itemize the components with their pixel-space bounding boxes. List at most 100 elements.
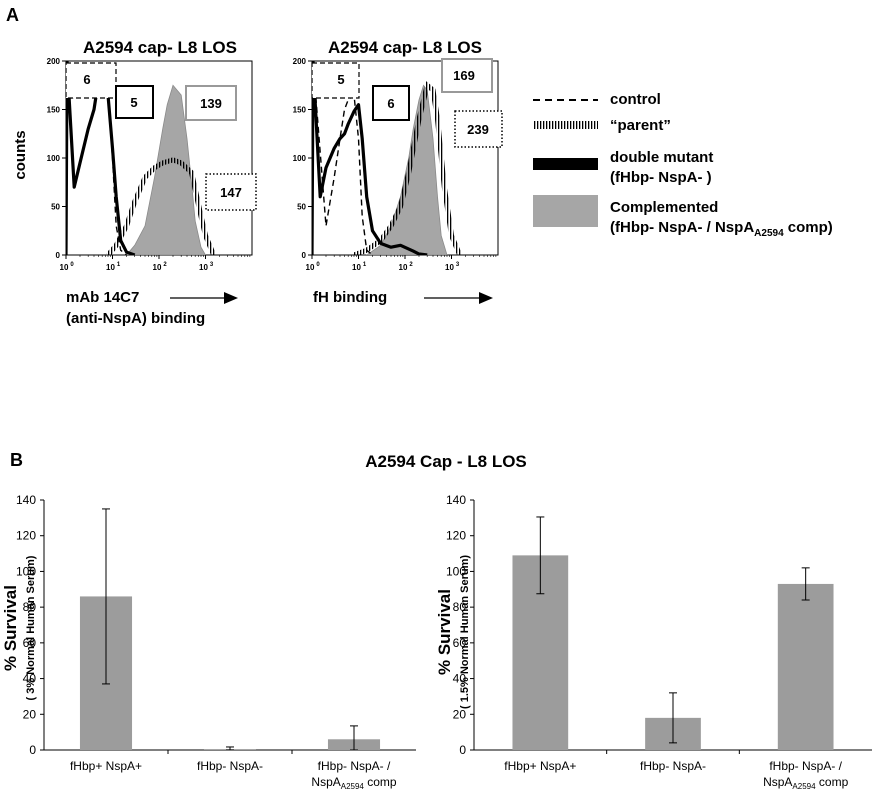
x-axis-label-line2: (anti-NspA) binding [66, 310, 205, 327]
series-gray-fill [125, 84, 206, 255]
series-hatched [353, 80, 463, 255]
bar-left-y-label: % Survival ( 3% Normal Human Serum) [1, 555, 37, 700]
legend-label-complemented-line2: (fHbp- NspA- / NspAA2594 comp) [610, 219, 833, 239]
y-tick-label: 60 [453, 636, 467, 650]
x-tick-label: 10 [399, 263, 408, 272]
histogram-title: A2594 cap- L8 LOS [83, 38, 237, 57]
y-tick-label: 150 [47, 106, 61, 115]
series-hatched [106, 157, 217, 255]
category-label: fHbp+ NspA+ [504, 759, 576, 773]
legend-label-parent: “parent” [610, 117, 671, 134]
mfi-box-mutant [372, 85, 410, 121]
x-axis-label: fH binding [313, 289, 387, 306]
x-tick-exponent: 3 [456, 262, 460, 268]
y-tick-label: 200 [293, 57, 307, 66]
legend-label-mutant-line2: (fHbp- NspA- ) [610, 169, 712, 186]
category-label: NspAA2594 comp [311, 775, 396, 791]
y-tick-label: 60 [23, 636, 37, 650]
y-tick-label: 50 [51, 203, 60, 212]
x-tick-exponent: 1 [363, 262, 367, 268]
mfi-box-parent [205, 173, 257, 211]
x-tick-label: 10 [306, 263, 315, 272]
y-tick-label: 0 [56, 251, 61, 260]
mfi-value-control: 6 [83, 72, 90, 87]
y-tick-label: 20 [23, 707, 37, 721]
mfi-value-parent: 147 [220, 185, 242, 200]
series-dashed [66, 69, 127, 255]
mfi-value-mutant: 6 [387, 96, 394, 111]
y-tick-label: 80 [23, 600, 37, 614]
x-tick-label: 10 [199, 263, 208, 272]
y-tick-label: 20 [453, 707, 467, 721]
bar-panel-title: A2594 Cap - L8 LOS [365, 452, 527, 471]
mfi-value-control: 5 [337, 72, 344, 87]
bar [777, 583, 834, 750]
x-tick-exponent: 2 [163, 262, 167, 268]
x-tick-label: 10 [352, 263, 361, 272]
y-tick-label: 40 [23, 672, 37, 686]
y-tick-label: 0 [29, 743, 36, 757]
y-tick-label: 140 [446, 493, 466, 507]
y-tick-label: 0 [459, 743, 466, 757]
category-label: fHbp- NspA- [197, 759, 263, 773]
histogram-title: A2594 cap- L8 LOS [328, 38, 482, 57]
y-tick-label: 0 [302, 251, 307, 260]
x-tick-exponent: 0 [70, 262, 74, 268]
y-tick-label: 120 [446, 529, 466, 543]
category-label: fHbp- NspA- [640, 759, 706, 773]
legend-label-complemented-line1: Complemented [610, 199, 718, 216]
mfi-box-control [311, 62, 360, 99]
y-axis-label: counts [12, 130, 29, 179]
series-dashed [312, 61, 373, 255]
y-tick-label: 120 [16, 529, 36, 543]
legend: control “parent” double mutant (fHbp- Ns… [533, 91, 833, 239]
y-tick-label: 150 [293, 106, 307, 115]
x-tick-exponent: 2 [409, 262, 413, 268]
mfi-value-mutant: 5 [130, 95, 137, 110]
svg-text:% Survival: % Survival [1, 585, 20, 671]
y-tick-label: 100 [47, 154, 61, 163]
x-tick-exponent: 1 [117, 262, 121, 268]
y-tick-label: 100 [446, 564, 466, 578]
x-tick-label: 10 [60, 263, 69, 272]
x-tick-label: 10 [106, 263, 115, 272]
x-axis-label-line1: mAb 14C7 [66, 289, 139, 306]
x-tick-exponent: 0 [316, 262, 320, 268]
legend-swatch-complemented [533, 195, 598, 227]
mfi-box-complemented [185, 85, 237, 121]
bar-chart-3pct-serum: 0 20 40 60 80 100 120 140 fHbp+ NspA+ fHbp- NspA-… [16, 493, 416, 791]
panel-label-b: B [10, 450, 23, 470]
mfi-box-control [65, 62, 117, 99]
bar-right-y-label: % Survival ( 1.5% Normal Human Serum) [435, 555, 471, 709]
mfi-box-mutant [115, 85, 154, 119]
mfi-value-parent: 239 [467, 122, 489, 137]
mfi-value-complemented: 169 [453, 68, 475, 83]
svg-text:( 1.5% Normal Human Serum): ( 1.5% Normal Human Serum) [459, 555, 471, 709]
legend-swatch-mutant [533, 158, 598, 170]
y-tick-label: 40 [453, 672, 467, 686]
category-label: fHbp+ NspA+ [70, 759, 142, 773]
legend-label-mutant-line1: double mutant [610, 149, 713, 166]
legend-swatch-parent [533, 121, 598, 129]
y-tick-label: 100 [293, 154, 307, 163]
panel-label-a: A [6, 5, 19, 25]
svg-text:% Survival: % Survival [435, 589, 454, 675]
y-tick-label: 50 [297, 203, 306, 212]
arrow [424, 292, 493, 304]
x-tick-label: 10 [153, 263, 162, 272]
mfi-box-complemented [441, 58, 493, 93]
svg-text:( 3% Normal Human Serum): ( 3% Normal Human Serum) [25, 555, 37, 700]
category-label: fHbp- NspA- / [318, 759, 391, 773]
x-tick-label: 10 [445, 263, 454, 272]
category-label: fHbp- NspA- / [769, 759, 842, 773]
mfi-box-parent [454, 110, 503, 148]
y-tick-label: 140 [16, 493, 36, 507]
mfi-value-complemented: 139 [200, 96, 222, 111]
bar-chart-1-5pct-serum: 0 20 40 60 80 100 120 140 fHbp+ NspA+ fHbp- NspA-… [446, 493, 872, 791]
arrow [170, 292, 238, 304]
x-tick-exponent: 3 [210, 262, 214, 268]
y-tick-label: 100 [16, 564, 36, 578]
